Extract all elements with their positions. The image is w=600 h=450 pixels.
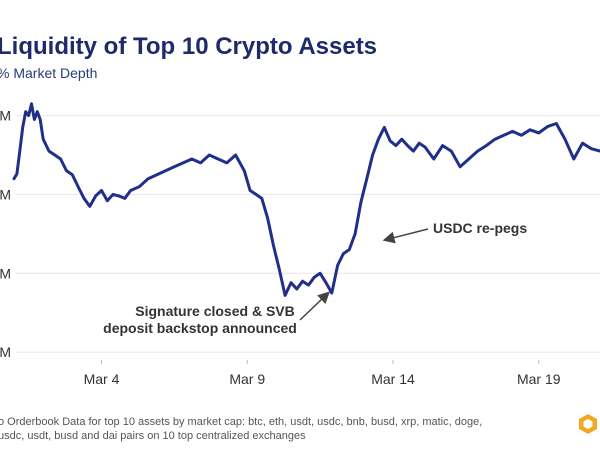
chart-title: Liquidity of Top 10 Crypto Assets	[0, 33, 378, 60]
x-tick-label: Mar 14	[371, 371, 415, 387]
series-line-market-depth	[12, 102, 600, 297]
footnote-line-2: usdc, usdt, busd and dai pairs on 10 top…	[0, 430, 306, 442]
annotation-arrow-svb	[299, 291, 330, 321]
y-tick-label: M	[0, 344, 11, 360]
y-tick-label: M	[0, 186, 11, 202]
footnote-line-1: o Orderbook Data for top 10 assets by ma…	[0, 416, 483, 428]
x-tick-label: Mar 19	[517, 371, 561, 387]
y-tick-label: M	[0, 265, 11, 281]
annotation-svb-line-2: deposit backstop announced	[103, 320, 297, 336]
annotation-arrow-usdc	[382, 228, 429, 244]
y-tick-label: M	[0, 108, 11, 124]
x-tick-label: Mar 4	[84, 371, 120, 387]
annotation-usdc-repegs: USDC re-pegs	[433, 220, 527, 236]
x-tick-label: Mar 9	[229, 371, 265, 387]
kaiko-logo-icon	[579, 414, 597, 434]
chart-subtitle: % Market Depth	[0, 65, 98, 81]
y-axis-labels: M M M M	[0, 108, 11, 361]
annotation-svb-line-1: Signature closed & SVB	[135, 303, 294, 319]
x-axis-labels: Mar 4 Mar 9 Mar 14 Mar 19	[84, 360, 561, 387]
footnote: o Orderbook Data for top 10 assets by ma…	[0, 415, 558, 443]
